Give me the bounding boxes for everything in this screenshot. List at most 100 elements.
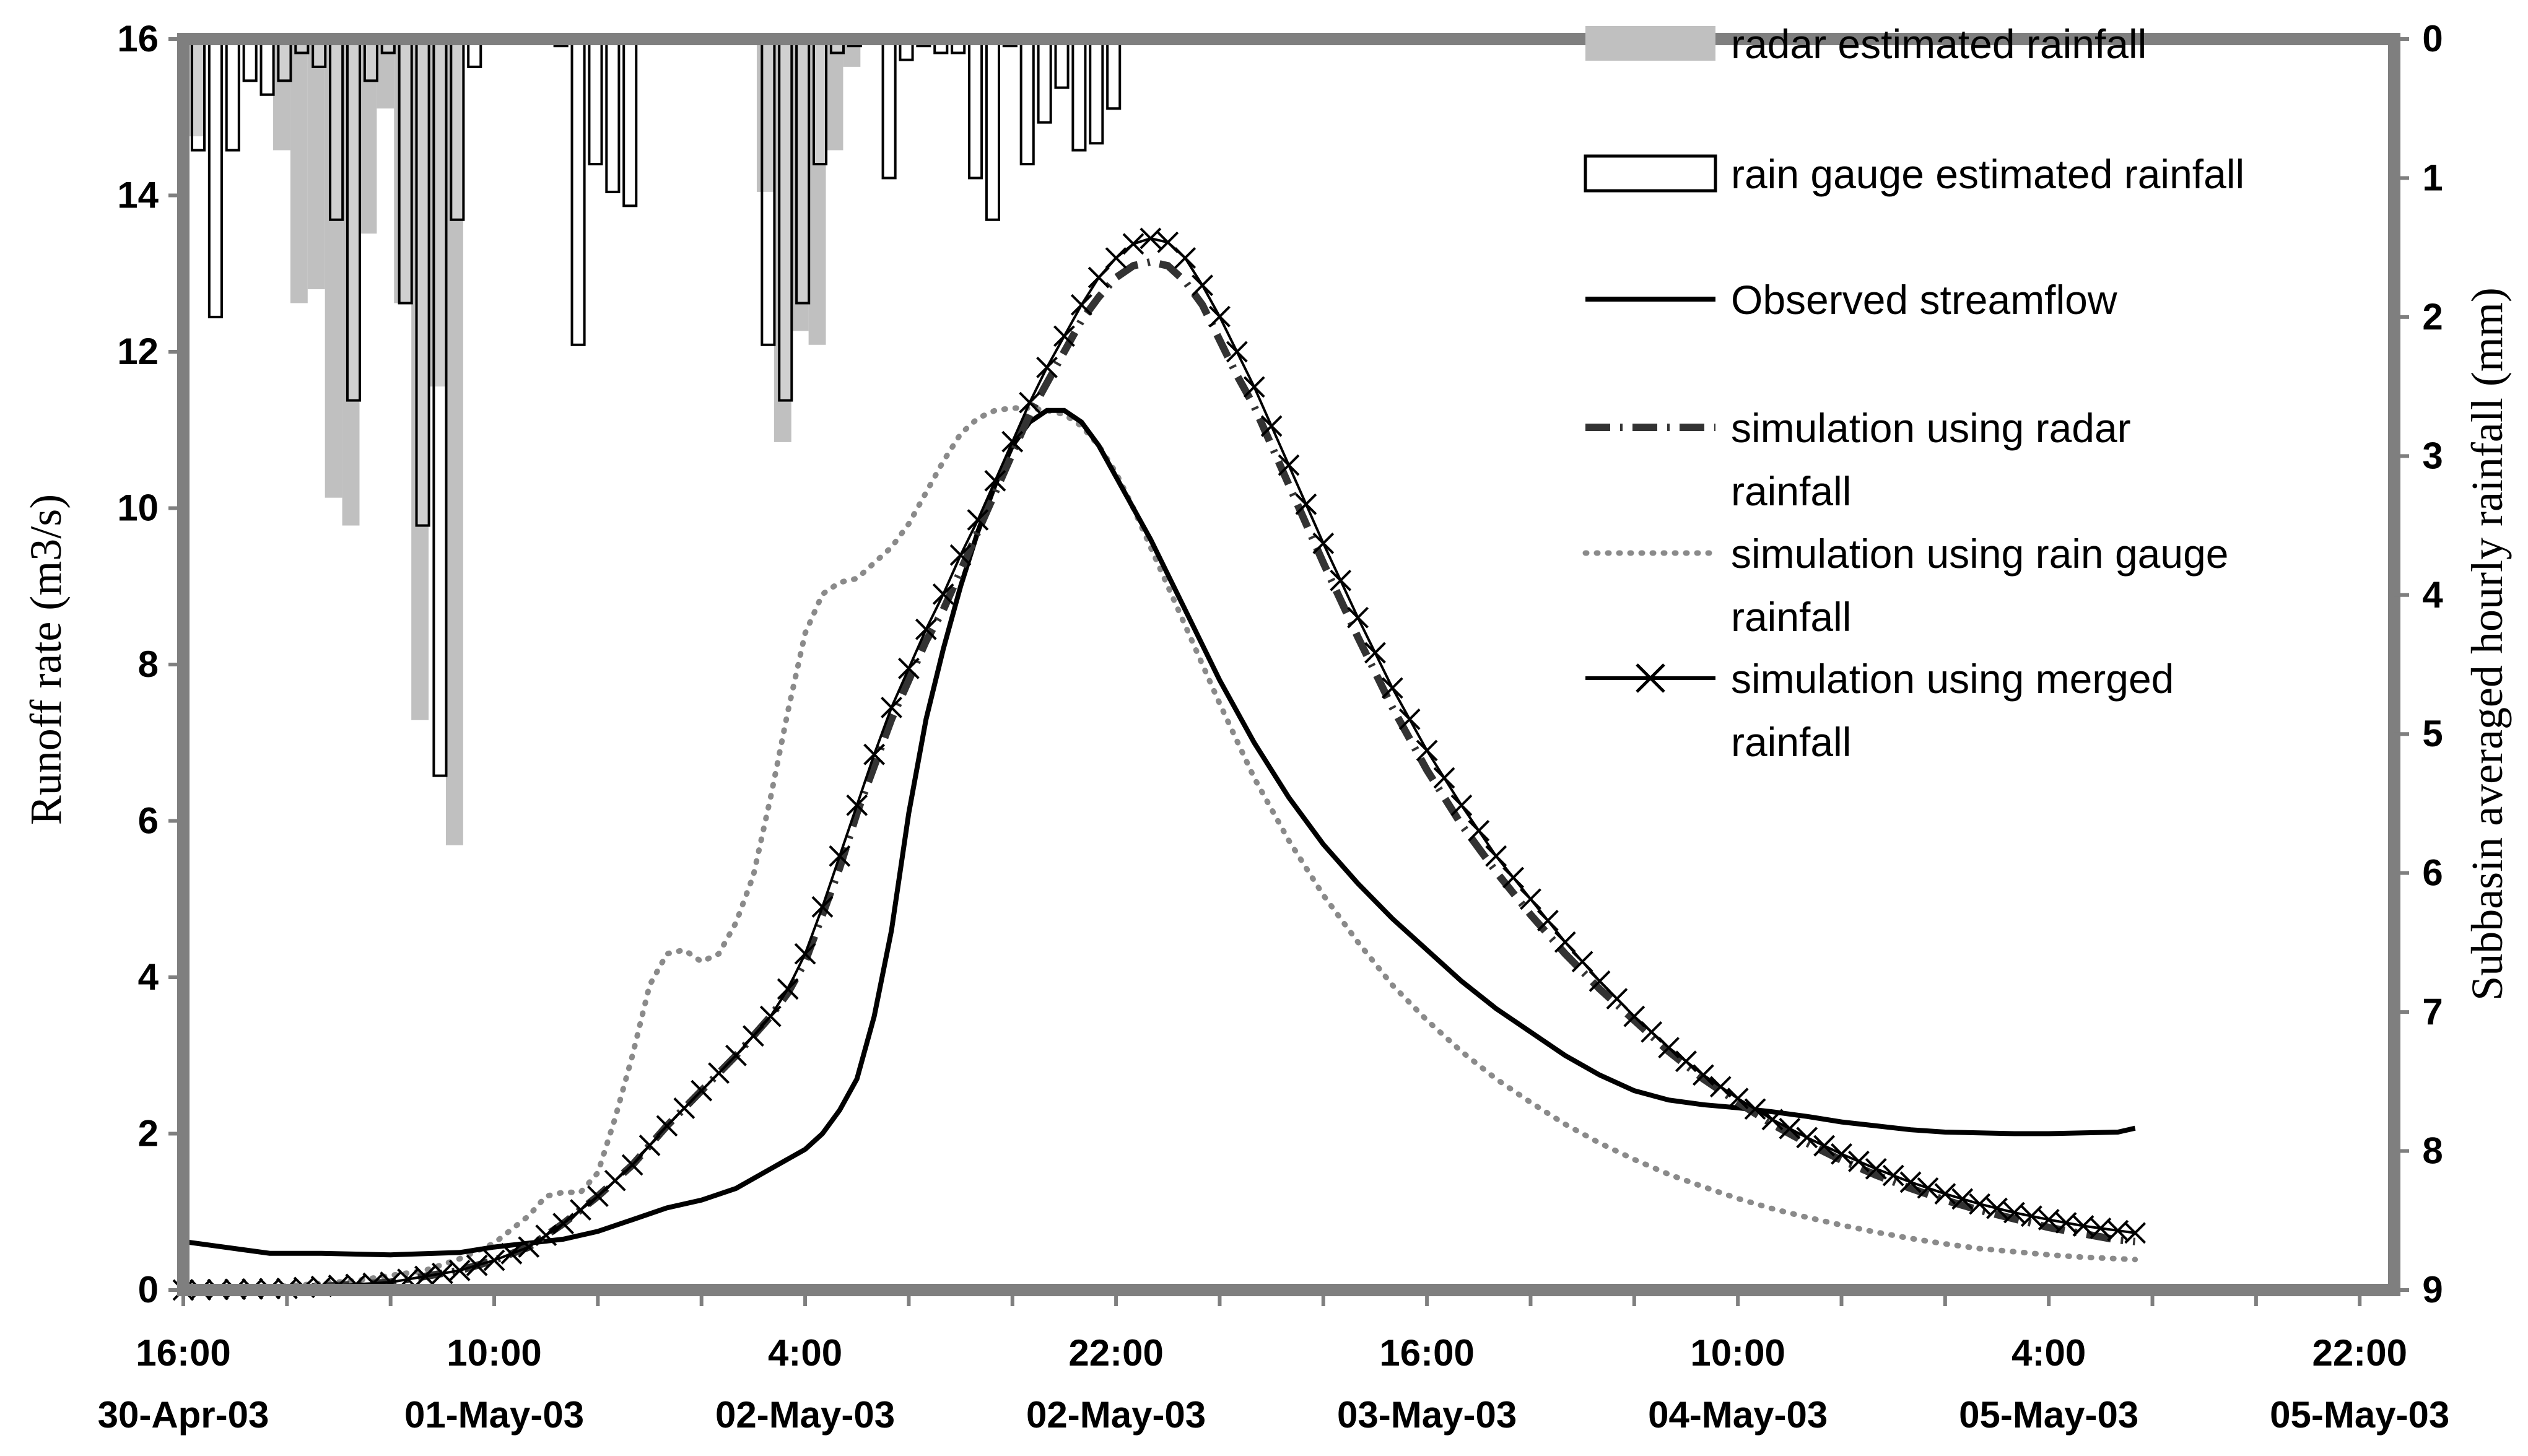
sim-merged-marker <box>1364 642 1386 664</box>
x-tick-time-label: 10:00 <box>447 1332 541 1374</box>
sim-merged-marker <box>1796 1127 1818 1149</box>
sim-merged-marker <box>552 1213 575 1235</box>
sim-merged-marker <box>1865 1157 1887 1180</box>
gauge-rain-bar <box>242 38 258 82</box>
sim-merged-marker <box>1813 1135 1836 1157</box>
sim-merged-marker <box>2124 1222 2147 1244</box>
sim-merged-marker <box>621 1154 643 1176</box>
sim-merged-marker <box>1589 970 1611 992</box>
sim-merged-marker <box>1779 1117 1801 1140</box>
sim-merged-marker <box>1554 931 1576 953</box>
x-tick-date-label: 05-May-03 <box>1959 1394 2138 1436</box>
gauge-rain-bar <box>1071 38 1087 152</box>
y-axis-left-title: Runoff rate (m3/s) <box>21 494 71 826</box>
gauge-rain-bar <box>605 38 621 193</box>
sim-merged-marker <box>518 1236 540 1258</box>
sim-merged-marker <box>483 1249 505 1271</box>
right-tick-label: 9 <box>2422 1269 2443 1310</box>
sim-merged-marker <box>1433 767 1455 789</box>
gauge-rain-bar <box>415 38 430 527</box>
sim-merged-marker <box>1969 1193 1991 1215</box>
sim-merged-marker <box>1899 1171 1922 1193</box>
right-tick-label: 5 <box>2422 713 2443 754</box>
legend-label-sim-merged: simulation using merged <box>1731 656 2174 702</box>
radar-rain-bar <box>429 39 446 387</box>
sim-merged-marker <box>915 618 937 640</box>
x-tick-time-label: 22:00 <box>2312 1332 2407 1374</box>
sim-merged-marker <box>1398 708 1421 730</box>
gauge-rain-bar <box>985 38 1000 221</box>
sim-merged-marker <box>984 469 1006 492</box>
x-tick-time-label: 4:00 <box>2012 1332 2086 1374</box>
left-tick-label: 4 <box>138 956 159 998</box>
sim-merged-marker <box>2020 1205 2042 1227</box>
x-tick-date-label: 03-May-03 <box>1337 1394 1517 1436</box>
sim-merged-marker <box>897 657 920 679</box>
sim-merged-marker <box>949 544 972 566</box>
sim-merged-marker <box>846 794 868 816</box>
sim-merged-marker <box>500 1242 523 1265</box>
sim-merged-marker <box>1087 266 1110 289</box>
gauge-rain-bar <box>778 38 793 402</box>
sim-merged-marker <box>2038 1208 2060 1231</box>
legend-label-radar: radar estimated rainfall <box>1731 21 2147 67</box>
sim-merged-marker <box>1312 532 1335 554</box>
x-tick-time-label: 22:00 <box>1068 1332 1163 1374</box>
legend-swatch-radar <box>1585 26 1715 61</box>
right-tick-label: 6 <box>2422 852 2443 894</box>
sim-merged-marker <box>1001 430 1024 453</box>
sim-merged-marker <box>1485 845 1507 867</box>
sim-merged-marker <box>742 1025 764 1047</box>
legend-swatch-sim-merged-marker <box>1636 663 1665 693</box>
sim-merged-marker <box>1606 988 1628 1010</box>
radar-rain-bar <box>307 39 325 289</box>
right-tick-label: 4 <box>2422 574 2443 616</box>
x-tick-time-label: 16:00 <box>1379 1332 1474 1374</box>
sim-merged-marker <box>1917 1177 1939 1199</box>
sim-merged-marker <box>414 1265 436 1288</box>
sim-merged-marker <box>1709 1076 1732 1098</box>
x-tick-date-label: 30-Apr-03 <box>98 1394 269 1436</box>
gauge-rain-bar <box>761 38 776 346</box>
right-tick-label: 0 <box>2422 18 2443 59</box>
left-tick-label: 6 <box>138 800 159 842</box>
sim-merged-marker <box>967 509 989 531</box>
radar-rain-bar <box>377 39 394 109</box>
sim-merged-marker <box>1122 233 1144 255</box>
gauge-rain-bar <box>1037 38 1052 124</box>
series-observed-line <box>183 408 2136 1258</box>
gauge-rain-bar <box>259 38 275 96</box>
sim-merged-marker <box>1226 341 1248 363</box>
gauge-rain-bar <box>968 38 983 180</box>
right-tick-label: 2 <box>2422 296 2443 338</box>
y-axis-right-title: Subbasin averaged hourly rainfall (mm) <box>2462 287 2512 1001</box>
sim-merged-marker <box>1727 1088 1749 1110</box>
radar-rain-bar <box>411 39 429 720</box>
legend-label-sim-radar: simulation using radar <box>1731 405 2131 451</box>
sim-merged-marker <box>1036 356 1058 378</box>
sim-merged-marker <box>863 743 886 765</box>
sim-merged-marker <box>1520 888 1541 910</box>
sim-merged-marker <box>2003 1201 2025 1224</box>
gauge-rain-bar <box>363 38 378 82</box>
sim-merged-marker <box>1658 1037 1680 1059</box>
sim-merged-marker <box>1847 1150 1870 1172</box>
sim-merged-marker <box>1192 274 1213 297</box>
sim-merged-marker <box>431 1262 453 1284</box>
radar-rain-bar <box>186 39 204 137</box>
radar-rain-bar <box>394 39 412 303</box>
sim-merged-marker <box>1105 247 1127 269</box>
radar-rain-bar <box>325 39 342 498</box>
legend: radar estimated rainfall rain gauge estim… <box>1582 21 2244 765</box>
x-axis: 16:00 30-Apr-03 10:00 01-May-03 4:00 02-May-0… <box>98 1290 2449 1436</box>
sim-merged-marker <box>1571 951 1593 973</box>
sim-merged-marker <box>1986 1197 2008 1219</box>
gauge-rain-bar <box>225 38 240 152</box>
right-tick-label: 1 <box>2422 157 2443 198</box>
gauge-rain-bar <box>398 38 413 305</box>
gauge-rain-bar <box>1019 38 1035 165</box>
gauge-rain-bar <box>1089 38 1104 145</box>
gauge-rain-bar <box>588 38 603 165</box>
radar-rain-bar <box>791 39 809 331</box>
